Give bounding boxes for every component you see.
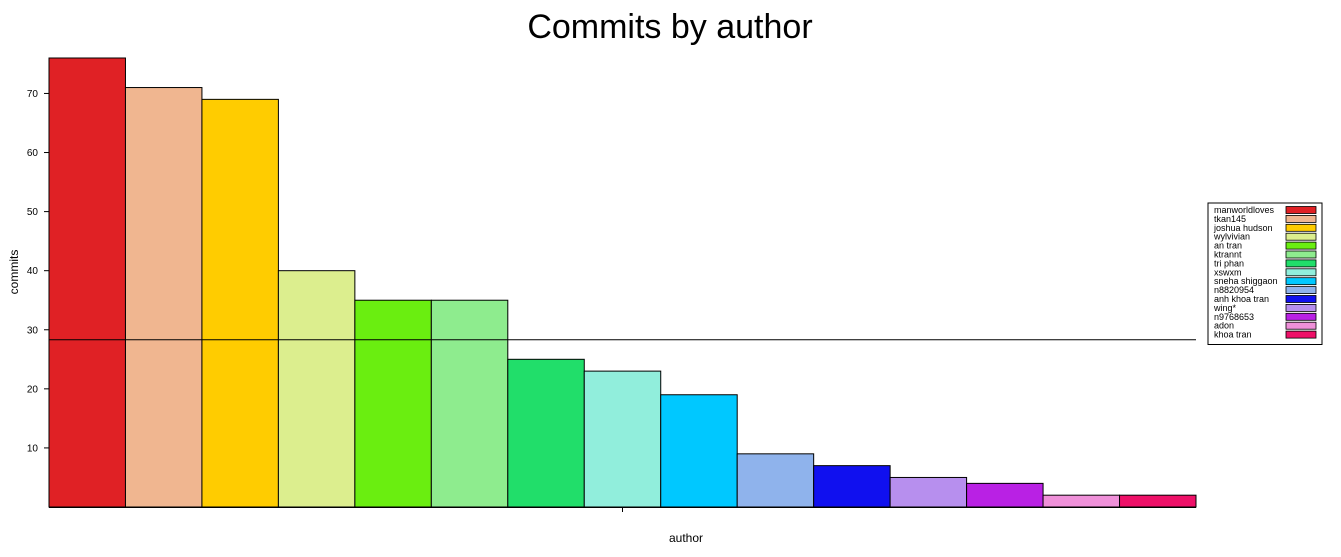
legend-swatch: [1285, 259, 1317, 268]
x-axis-label: author: [669, 531, 703, 545]
bar: [354, 299, 432, 508]
legend-swatch: [1285, 206, 1317, 214]
legend-label: anh khoa tran: [1214, 294, 1269, 304]
legend-label: an tran: [1214, 241, 1242, 251]
y-tick-label: 20: [27, 384, 39, 395]
bar: [736, 453, 815, 508]
bar: [430, 299, 509, 508]
legend-label: sneha shiggaon: [1214, 276, 1278, 286]
legend-label: n9768653: [1214, 312, 1254, 322]
bar: [966, 482, 1044, 508]
chart-title: Commits by author: [527, 8, 812, 46]
legend-swatch: [1285, 312, 1317, 321]
legend-swatch: [1285, 250, 1317, 259]
legend-swatch: [1285, 241, 1317, 250]
bars-group: [48, 57, 1197, 508]
legend-label: n8820954: [1214, 285, 1254, 295]
legend-swatch: [1285, 330, 1317, 339]
legend-swatch: [1285, 268, 1317, 277]
bar: [813, 465, 891, 508]
legend-swatch: [1285, 277, 1317, 286]
bar: [1042, 494, 1121, 508]
legend-swatch: [1285, 223, 1317, 232]
bar: [48, 57, 126, 508]
bar: [277, 270, 356, 508]
legend-label: manworldloves: [1214, 205, 1275, 215]
bar: [124, 87, 203, 508]
bar: [660, 394, 738, 508]
legend-label: tkan145: [1214, 214, 1246, 224]
legend-swatch: [1285, 321, 1317, 330]
bar: [583, 370, 662, 508]
y-tick-label: 40: [27, 266, 39, 277]
y-tick-label: 50: [27, 207, 39, 218]
bar: [1119, 494, 1197, 508]
legend-swatch: [1285, 214, 1317, 223]
legend-label: joshua hudson: [1213, 223, 1273, 233]
legend-swatch: [1285, 232, 1317, 241]
y-tick-label: 10: [27, 443, 39, 454]
bar: [507, 358, 585, 508]
legend-label: tri phan: [1214, 258, 1244, 268]
legend-label: wing*: [1213, 303, 1237, 313]
legend-label: xswxm: [1214, 267, 1242, 277]
legend-label: wylvivian: [1213, 232, 1250, 242]
y-axis-label: commits: [7, 250, 21, 295]
legend-swatch: [1285, 286, 1317, 295]
y-tick-label: 30: [27, 325, 39, 336]
y-axis: 10 20 30 40 50 60 70: [27, 89, 50, 454]
legend-label: khoa tran: [1214, 330, 1252, 340]
bar: [889, 476, 968, 508]
legend-label: ktrannt: [1214, 250, 1242, 260]
bar: [201, 98, 279, 508]
legend-label: adon: [1214, 321, 1234, 331]
legend-swatch: [1285, 295, 1317, 303]
y-tick-label: 60: [27, 148, 39, 159]
y-tick-label: 70: [27, 89, 39, 100]
legend-swatch: [1285, 303, 1317, 312]
x-axis: [49, 507, 1196, 512]
